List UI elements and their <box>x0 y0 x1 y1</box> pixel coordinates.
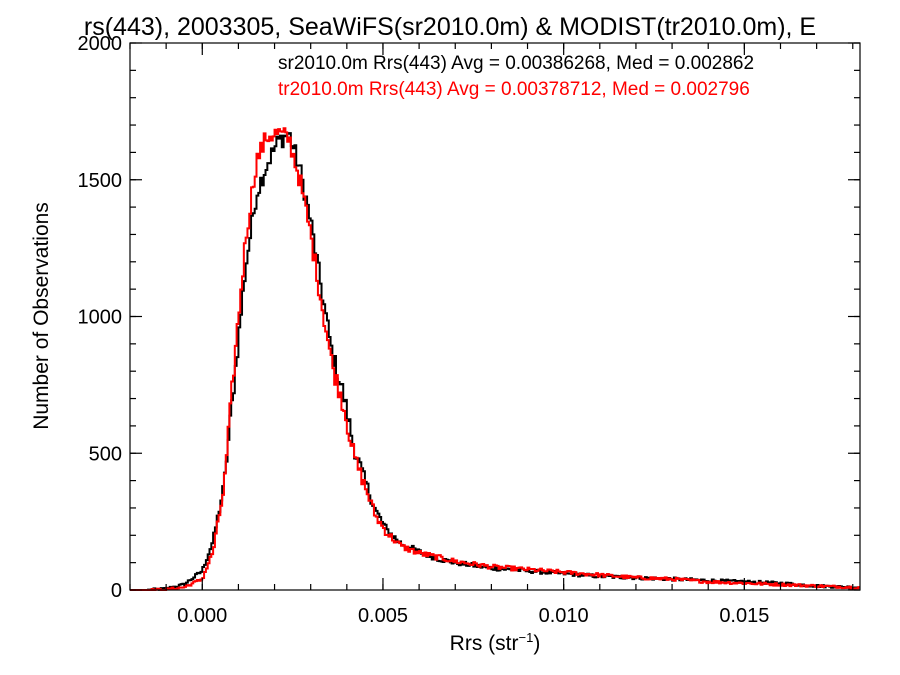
y-tick-label: 500 <box>89 443 122 465</box>
x-axis-label-superscript: −1 <box>519 630 534 645</box>
y-tick-label: 1000 <box>78 307 123 329</box>
y-axis-label: Number of Observations <box>30 202 53 430</box>
x-tick-label: 0.010 <box>539 605 589 627</box>
x-axis-label-main: Rrs (str <box>450 632 519 655</box>
series-line-0 <box>130 132 860 591</box>
chart-title: rs(443), 2003305, SeaWiFS(sr2010.0m) & M… <box>84 13 816 41</box>
legend-entry-sr: sr2010.0m Rrs(443) Avg = 0.00386268, Med… <box>278 53 754 74</box>
x-tick-label: 0.000 <box>177 605 227 627</box>
x-tick-label: 0.015 <box>719 605 769 627</box>
series-line-1 <box>130 127 860 591</box>
x-axis-label-end: ) <box>533 632 540 655</box>
y-tick-label: 2000 <box>78 33 123 55</box>
y-tick-label: 1500 <box>78 170 123 192</box>
x-tick-label: 0.005 <box>358 605 408 627</box>
plot-lines <box>130 127 860 591</box>
legend-entry-tr: tr2010.0m Rrs(443) Avg = 0.00378712, Med… <box>278 79 750 100</box>
axis-ticks: 0.000 0.005 0.010 0.015 0 500 1000 1500 2000 <box>78 33 860 627</box>
x-axis-label: Rrs (str−1) <box>450 630 541 655</box>
y-tick-label: 0 <box>111 580 122 602</box>
